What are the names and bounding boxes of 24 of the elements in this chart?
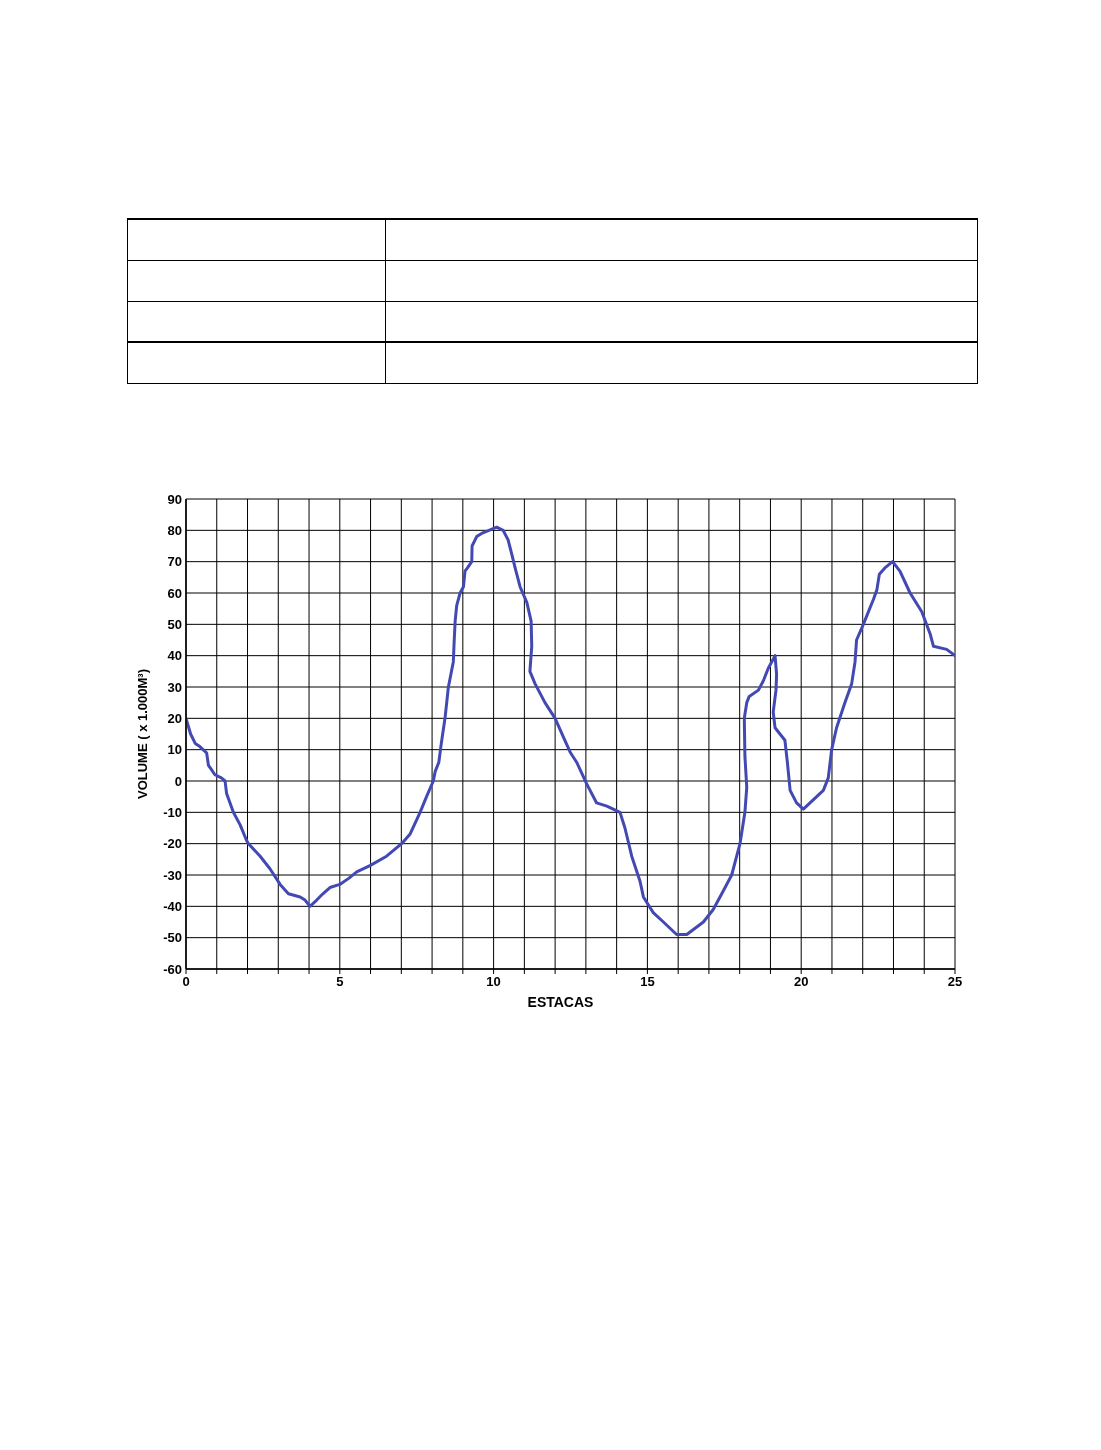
y-tick-label: 50 — [167, 616, 182, 632]
x-tick-label: 25 — [947, 974, 963, 990]
y-tick-label: -40 — [163, 898, 182, 914]
y-tick-label: 20 — [167, 710, 182, 726]
y-tick-label: 90 — [167, 491, 182, 507]
y-tick-label: 80 — [167, 522, 182, 538]
y-tick-label: -20 — [163, 836, 182, 852]
y-tick-label: -30 — [163, 867, 182, 883]
y-tick-label: -60 — [163, 961, 182, 977]
y-tick-label: 30 — [167, 679, 182, 695]
y-tick-label: 70 — [167, 554, 182, 570]
y-tick-label: -10 — [163, 804, 182, 820]
x-tick-label: 10 — [486, 974, 501, 990]
line-series — [186, 525, 955, 937]
x-tick-label: 15 — [640, 974, 655, 990]
y-tick-label: -50 — [163, 930, 182, 946]
y-tick-label: 0 — [174, 773, 182, 789]
y-tick-label: 40 — [167, 648, 182, 664]
x-tick-label: 5 — [336, 974, 344, 990]
x-axis-title: ESTACAS — [527, 994, 594, 1010]
y-tick-label: 60 — [167, 585, 182, 601]
y-axis-title: VOLUME ( x 1.000M³) — [134, 668, 150, 800]
y-tick-label: 10 — [167, 742, 182, 758]
x-tick-label: 20 — [793, 974, 809, 990]
